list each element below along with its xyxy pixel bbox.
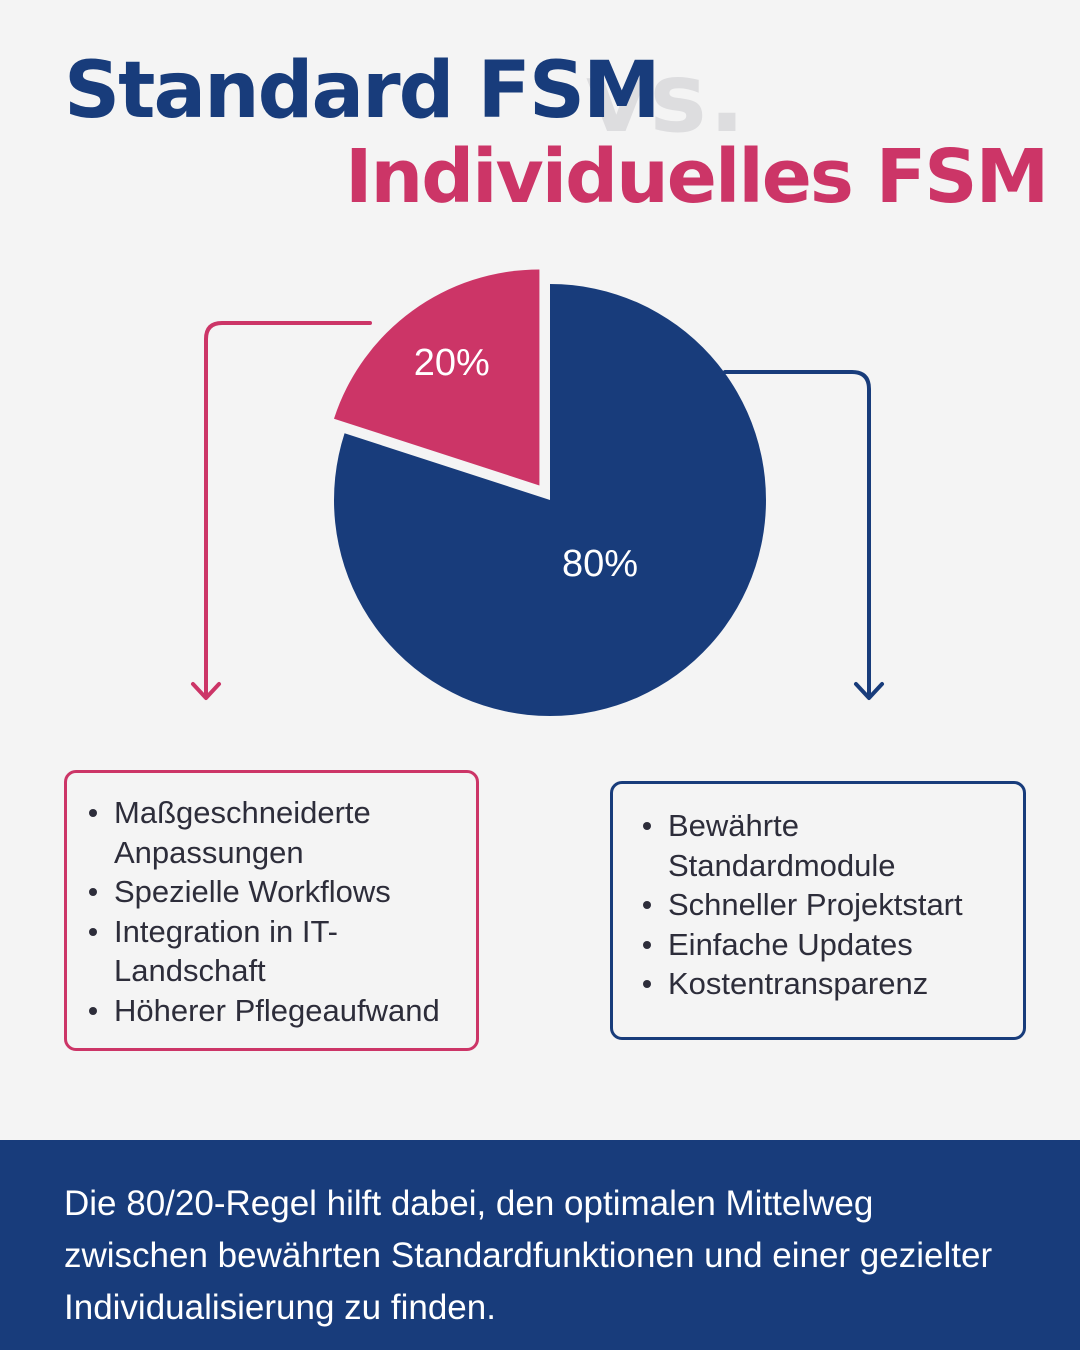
individual-feature-item: Spezielle Workflows — [87, 872, 466, 912]
arrow-to-standard-box — [723, 370, 884, 700]
title-individuelles-fsm: Individuelles FSM — [345, 134, 1049, 220]
standard-feature-item: Einfache Updates — [641, 925, 1013, 965]
individual-feature-item: Maßgeschneiderte Anpassungen — [87, 793, 466, 872]
standard-feature-item: Kostentransparenz — [641, 964, 1013, 1004]
pie-label-80: 80% — [562, 543, 638, 585]
standard-features-box: Bewährte Standardmodule Schneller Projekt… — [610, 781, 1026, 1040]
footer-text: Die 80/20-Regel hilft dabei, den optimal… — [64, 1184, 993, 1327]
individual-features-box: Maßgeschneiderte Anpassungen Spezielle Wo… — [64, 770, 479, 1051]
vs-watermark: vs. — [585, 42, 748, 154]
title-standard-fsm: Standard FSM — [64, 46, 661, 136]
arrow-to-individual-box — [191, 321, 372, 700]
standard-feature-item: Schneller Projektstart — [641, 885, 1013, 925]
pie-label-20: 20% — [414, 342, 490, 384]
individual-feature-item: Höherer Pflegeaufwand — [87, 991, 466, 1031]
pie-slice-80 — [334, 284, 766, 716]
standard-features-list: Bewährte Standardmodule Schneller Projekt… — [641, 806, 1013, 1004]
pie-chart: 20% 80% — [191, 269, 884, 716]
standard-feature-item: Bewährte Standardmodule — [641, 806, 1013, 885]
pie-slice-20 — [333, 269, 540, 486]
individual-feature-item: Integration in IT-Landschaft — [87, 912, 466, 991]
individual-features-list: Maßgeschneiderte Anpassungen Spezielle Wo… — [87, 793, 466, 1030]
footer-banner: Die 80/20-Regel hilft dabei, den optimal… — [0, 1140, 1080, 1350]
